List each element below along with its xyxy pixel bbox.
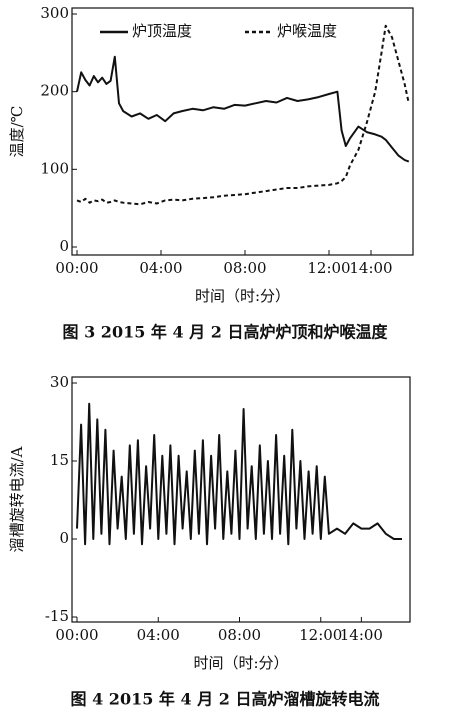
x-tick-label: 04:00 bbox=[139, 259, 182, 277]
x-tick-label: 04:00 bbox=[137, 626, 180, 644]
y-tick-label: 0 bbox=[59, 237, 69, 255]
x-axis-title: 时间（时:分） bbox=[193, 654, 288, 672]
y-tick-label: 30 bbox=[50, 373, 69, 391]
series-line bbox=[76, 402, 402, 546]
legend-label: 炉喉温度 bbox=[277, 22, 337, 40]
series-line bbox=[76, 24, 410, 206]
legend-label: 炉顶温度 bbox=[132, 22, 192, 40]
x-tick-label: 00:00 bbox=[55, 626, 98, 644]
y-tick-label: -15 bbox=[45, 607, 69, 625]
y-tick-label: 0 bbox=[59, 529, 69, 547]
x-tick-label: 12:00 bbox=[307, 259, 350, 277]
figure-caption: 图 4 2015 年 4 月 2 日高炉溜槽旋转电流 bbox=[71, 690, 380, 709]
y-tick-label: 200 bbox=[40, 82, 69, 100]
y-tick-label: 300 bbox=[40, 4, 69, 22]
plot-frame bbox=[71, 376, 411, 623]
x-tick-label: 14:00 bbox=[340, 626, 383, 644]
y-tick-label: 100 bbox=[40, 159, 69, 177]
series-line bbox=[76, 55, 410, 163]
plot-frame bbox=[71, 7, 414, 256]
x-tick-label: 08:00 bbox=[223, 259, 266, 277]
x-tick-label: 12:00 bbox=[299, 626, 342, 644]
y-axis-title: 溜槽旋转电流/A bbox=[8, 446, 26, 552]
x-tick-label: 14:00 bbox=[349, 259, 392, 277]
x-tick-label: 08:00 bbox=[218, 626, 261, 644]
y-tick-label: 15 bbox=[50, 451, 69, 469]
x-axis-title: 时间（时:分） bbox=[195, 287, 290, 305]
figure-caption: 图 3 2015 年 4 月 2 日高炉炉顶和炉喉温度 bbox=[63, 323, 389, 342]
x-tick-label: 00:00 bbox=[55, 259, 98, 277]
y-axis-title: 温度/℃ bbox=[8, 106, 26, 158]
